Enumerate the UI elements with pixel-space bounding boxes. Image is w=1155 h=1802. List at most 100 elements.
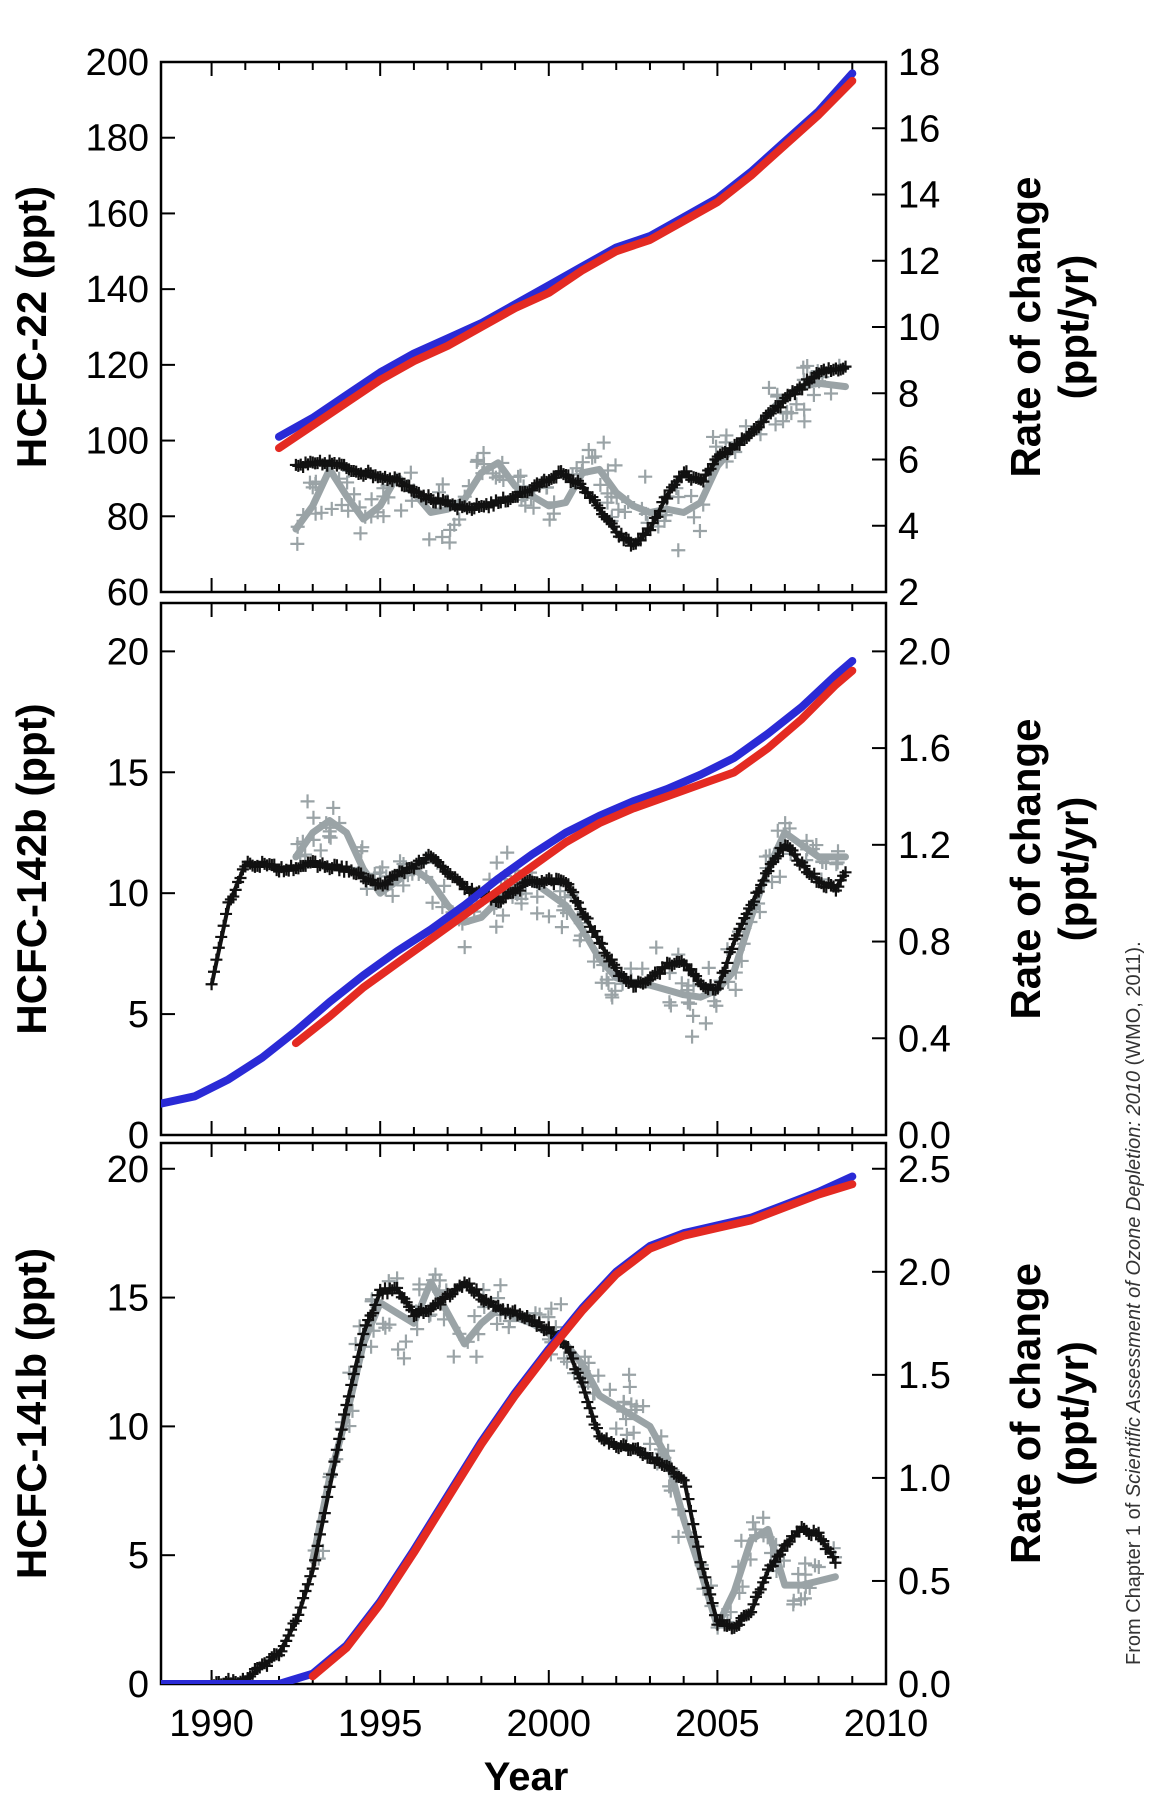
rate-noaa-point xyxy=(469,1349,484,1364)
rate-noaa-point xyxy=(778,816,793,831)
rate-noaa-point xyxy=(364,1339,379,1354)
rate-noaa-point xyxy=(442,535,457,550)
rate-noaa-point xyxy=(728,982,743,997)
x-tick-label: 2000 xyxy=(507,1703,592,1745)
rate-noaa-point xyxy=(671,1529,686,1544)
rate-agage-line xyxy=(211,1280,838,1684)
rate-noaa-point xyxy=(376,509,391,524)
rate-noaa-point xyxy=(765,874,780,889)
y-tick-label: 0 xyxy=(128,1664,149,1706)
y-tick-label: 15 xyxy=(107,1278,149,1320)
rate-noaa-line xyxy=(309,1278,839,1630)
rate-noaa-point xyxy=(591,1368,606,1383)
y-right-axis-label-line: Rate of change xyxy=(1002,176,1049,477)
y-right-axis-label: Rate of change(ppt/yr) xyxy=(1002,176,1097,477)
rate-noaa-point xyxy=(334,497,349,512)
rate-noaa-point xyxy=(608,458,623,473)
y-right-tick-label: 0.0 xyxy=(898,1115,951,1157)
rate-noaa-point xyxy=(692,523,707,538)
y-tick-label: 10 xyxy=(107,1406,149,1448)
rate-noaa-point xyxy=(470,452,485,467)
x-tick-label: 2010 xyxy=(844,1703,929,1745)
rate-noaa-point xyxy=(530,906,545,921)
rate-noaa-point xyxy=(412,1277,427,1292)
rate-noaa-point xyxy=(605,990,620,1005)
rate-noaa-point xyxy=(622,1367,637,1382)
y-tick-label: 0 xyxy=(128,1115,149,1157)
plot-frame xyxy=(159,1141,888,1686)
rate-noaa-point xyxy=(435,529,450,544)
rate-noaa-point xyxy=(493,1278,508,1293)
y-right-tick-label: 8 xyxy=(898,373,919,415)
y-right-axis-label-line: Rate of change xyxy=(1002,718,1049,1019)
rate-noaa-point xyxy=(300,794,315,809)
y-right-tick-label: 4 xyxy=(898,506,919,548)
y-tick-label: 160 xyxy=(86,193,149,235)
rate-noaa-point xyxy=(489,855,504,870)
y-right-tick-label: 2.5 xyxy=(898,1149,951,1191)
rate-noaa-point xyxy=(322,824,337,839)
mixing-ratio-noaa-line xyxy=(308,1180,857,1681)
mixing-ratio-noaa-line xyxy=(291,666,857,1048)
rate-noaa-point xyxy=(585,450,600,465)
y-right-tick-label: 14 xyxy=(898,175,940,217)
rate-noaa-point xyxy=(306,810,321,825)
y-axis-label: HCFC-22 (ppt) xyxy=(8,186,55,468)
y-tick-label: 5 xyxy=(128,994,149,1036)
y-tick-label: 20 xyxy=(107,631,149,673)
rate-noaa-point xyxy=(622,1379,637,1394)
rate-noaa-point xyxy=(313,843,328,858)
rate-noaa-point xyxy=(686,510,701,525)
y-right-tick-label: 1.6 xyxy=(898,728,951,770)
caption-title: Scientific Assessment of Ozone Depletion… xyxy=(1123,1071,1145,1497)
rate-noaa-point xyxy=(671,543,686,558)
rate-noaa-point xyxy=(526,500,541,515)
y-right-axis-label: Rate of change(ppt/yr) xyxy=(1002,718,1097,1019)
rate-noaa-point xyxy=(340,475,355,490)
rate-noaa-point xyxy=(599,972,614,987)
plot-area xyxy=(161,1172,857,1684)
x-tick-label: 1995 xyxy=(338,1703,423,1745)
y-right-tick-label: 16 xyxy=(898,108,940,150)
rate-noaa-point xyxy=(629,1399,644,1414)
rate-noaa-point xyxy=(643,1436,658,1451)
y-right-tick-label: 18 xyxy=(898,42,940,84)
rate-noaa-point xyxy=(467,1309,482,1324)
x-tick-label: 1990 xyxy=(169,1703,254,1745)
y-right-tick-label: 2.0 xyxy=(898,631,951,673)
rate-noaa-point xyxy=(398,1334,413,1349)
rate-noaa-point xyxy=(422,532,437,547)
rate-noaa-point xyxy=(768,417,783,432)
rate-noaa-point xyxy=(511,469,526,484)
rate-noaa-point xyxy=(457,940,472,955)
rate-noaa-point xyxy=(698,1016,713,1031)
rate-noaa-point xyxy=(290,536,305,551)
caption-suffix: (WMO, 2011). xyxy=(1123,941,1145,1071)
rate-noaa-point xyxy=(314,505,329,520)
y-right-tick-label: 1.0 xyxy=(898,1458,951,1500)
y-tick-label: 15 xyxy=(107,752,149,794)
rate-agage-line xyxy=(295,364,846,548)
y-right-tick-label: 12 xyxy=(898,241,940,283)
y-right-tick-label: 0.0 xyxy=(898,1664,951,1706)
rate-noaa-point xyxy=(544,1301,559,1316)
y-tick-label: 80 xyxy=(107,496,149,538)
rate-noaa-point xyxy=(500,845,515,860)
rate-noaa-point xyxy=(776,414,791,429)
y-axis-label: HCFC-142b (ppt) xyxy=(8,703,55,1034)
panel-hcfc-22: 60 80 100 120 140 160 180 200 2 4 6 8 10 12 14 16 18 HCFC… xyxy=(8,42,1097,614)
rate-noaa-point xyxy=(476,445,491,460)
rate-noaa-point xyxy=(353,526,368,541)
rate-noaa-point xyxy=(706,429,721,444)
rate-noaa-point xyxy=(437,878,452,893)
rate-noaa-point xyxy=(789,397,804,412)
rate-noaa-point xyxy=(593,477,608,492)
y-tick-label: 5 xyxy=(128,1535,149,1577)
rate-noaa-point xyxy=(446,1349,461,1364)
rate-noaa-point xyxy=(530,889,545,904)
x-axis-label: Year xyxy=(484,1755,569,1799)
rate-noaa-point xyxy=(385,888,400,903)
rate-noaa-point xyxy=(541,909,556,924)
rate-noaa-point xyxy=(490,1316,505,1331)
rate-noaa-point xyxy=(513,468,528,483)
